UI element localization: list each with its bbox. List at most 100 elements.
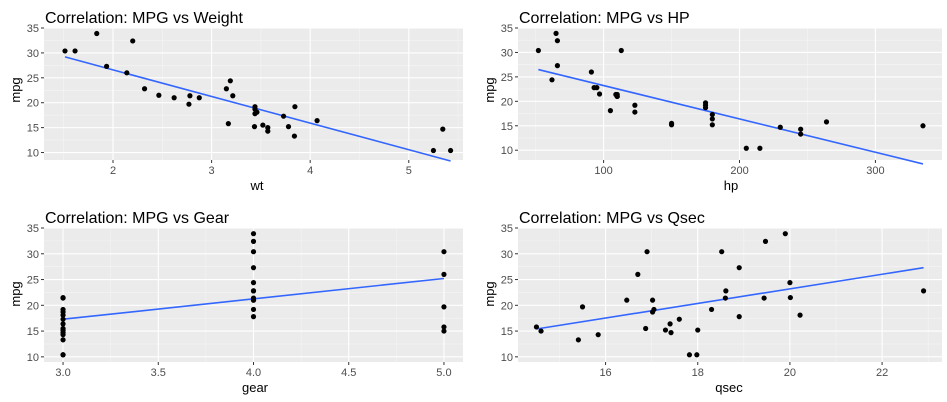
data-point bbox=[624, 297, 630, 303]
data-point bbox=[649, 297, 656, 303]
data-point bbox=[757, 145, 763, 151]
data-point bbox=[314, 118, 320, 124]
data-point bbox=[632, 102, 638, 108]
data-point bbox=[441, 324, 447, 330]
x-tick-label: 100 bbox=[594, 165, 612, 177]
data-point bbox=[60, 327, 66, 333]
y-tick-label: 30 bbox=[27, 249, 39, 261]
data-point bbox=[667, 321, 673, 327]
y-tick-label: 20 bbox=[501, 96, 513, 108]
data-point bbox=[736, 265, 742, 271]
data-point bbox=[252, 104, 258, 110]
data-point bbox=[694, 352, 700, 358]
data-point bbox=[441, 249, 447, 255]
data-point bbox=[787, 280, 793, 286]
data-point bbox=[797, 312, 803, 318]
data-point bbox=[186, 101, 192, 107]
data-point bbox=[618, 47, 624, 54]
chart-panel-weight: Correlation: MPG vs Weight wt mpg 2 3 4 5 10… bbox=[8, 10, 463, 193]
y-tick-label: 20 bbox=[27, 98, 39, 110]
y-axis-title: mpg bbox=[8, 77, 23, 102]
data-point bbox=[607, 108, 614, 114]
data-point bbox=[265, 125, 271, 131]
y-tick-label: 30 bbox=[501, 47, 513, 59]
data-point bbox=[588, 69, 594, 75]
data-point bbox=[662, 327, 669, 333]
x-tick-label: 3.0 bbox=[55, 367, 70, 379]
data-point bbox=[651, 306, 657, 313]
x-axis-title: hp bbox=[724, 178, 738, 193]
data-point bbox=[60, 306, 66, 313]
regression-line bbox=[64, 56, 451, 162]
plot-area-weight: 2 3 4 5 10 15 20 25 30 35 bbox=[27, 23, 463, 177]
data-point bbox=[225, 121, 231, 127]
data-point bbox=[94, 30, 100, 37]
data-point bbox=[632, 109, 638, 115]
data-point bbox=[187, 93, 193, 99]
data-point bbox=[130, 38, 136, 44]
data-point bbox=[761, 295, 767, 301]
data-point bbox=[668, 330, 674, 336]
panel-background bbox=[518, 228, 942, 362]
plot-area-qsec: 16 18 20 22 10 15 20 25 30 35 bbox=[501, 223, 942, 379]
x-tick-label: 16 bbox=[599, 367, 611, 379]
y-tick-label: 25 bbox=[27, 275, 39, 287]
plot-area-hp: 100 200 300 10 15 20 25 30 35 bbox=[501, 23, 942, 177]
data-point bbox=[595, 332, 601, 338]
data-point bbox=[708, 306, 715, 313]
y-tick-label: 15 bbox=[501, 326, 513, 338]
y-tick-label: 30 bbox=[501, 249, 513, 261]
panel-background bbox=[518, 28, 942, 160]
y-tick-label: 35 bbox=[27, 23, 39, 35]
data-point bbox=[549, 77, 555, 83]
data-point bbox=[920, 123, 926, 129]
data-point bbox=[60, 316, 66, 322]
x-tick-label: 5.0 bbox=[436, 367, 451, 379]
data-point bbox=[535, 47, 541, 54]
x-axis-title: qsec bbox=[715, 380, 743, 395]
data-point bbox=[736, 314, 742, 320]
x-tick-label: 3.5 bbox=[151, 367, 166, 379]
data-point bbox=[250, 314, 257, 320]
data-point bbox=[260, 122, 266, 128]
chart-title: Correlation: MPG vs Gear bbox=[45, 210, 230, 227]
data-point bbox=[553, 30, 559, 36]
data-point bbox=[60, 294, 66, 301]
data-point bbox=[554, 38, 561, 44]
data-point bbox=[124, 70, 130, 76]
chart-panel-gear: Correlation: MPG vs Gear gear mpg 3.0 3.5… bbox=[8, 210, 463, 395]
x-tick-label: 5 bbox=[406, 165, 412, 177]
data-point bbox=[60, 352, 66, 358]
x-tick-label: 4 bbox=[307, 165, 313, 177]
y-tick-label: 35 bbox=[501, 23, 513, 35]
data-point bbox=[250, 249, 257, 255]
data-point bbox=[285, 124, 292, 130]
data-point bbox=[676, 316, 682, 322]
chart-title: Correlation: MPG vs HP bbox=[519, 10, 690, 27]
data-point bbox=[250, 265, 257, 271]
data-point bbox=[920, 288, 927, 294]
data-point bbox=[280, 113, 287, 119]
data-point bbox=[798, 126, 804, 132]
data-point bbox=[722, 295, 728, 301]
data-point bbox=[60, 337, 66, 343]
plot-area-gear: 3.0 3.5 4.0 4.5 5.0 10 15 20 25 30 35 bbox=[27, 223, 463, 379]
data-point bbox=[719, 249, 725, 255]
y-tick-label: 15 bbox=[501, 121, 513, 133]
data-point bbox=[533, 324, 540, 330]
x-axis-title: wt bbox=[250, 178, 264, 193]
y-axis-title: mpg bbox=[482, 281, 497, 306]
data-point bbox=[62, 48, 68, 54]
data-point bbox=[823, 119, 830, 125]
y-tick-label: 15 bbox=[27, 326, 39, 338]
y-tick-label: 20 bbox=[27, 300, 39, 312]
y-tick-label: 35 bbox=[27, 223, 39, 235]
data-point bbox=[252, 111, 258, 117]
chart-panel-qsec: Correlation: MPG vs Qsec qsec mpg 16 18 20… bbox=[482, 210, 942, 395]
y-tick-label: 25 bbox=[501, 275, 513, 287]
panel-background bbox=[44, 28, 463, 160]
y-axis-title: mpg bbox=[482, 77, 497, 102]
data-point bbox=[787, 294, 793, 301]
data-point bbox=[538, 328, 544, 334]
data-point bbox=[60, 321, 66, 327]
